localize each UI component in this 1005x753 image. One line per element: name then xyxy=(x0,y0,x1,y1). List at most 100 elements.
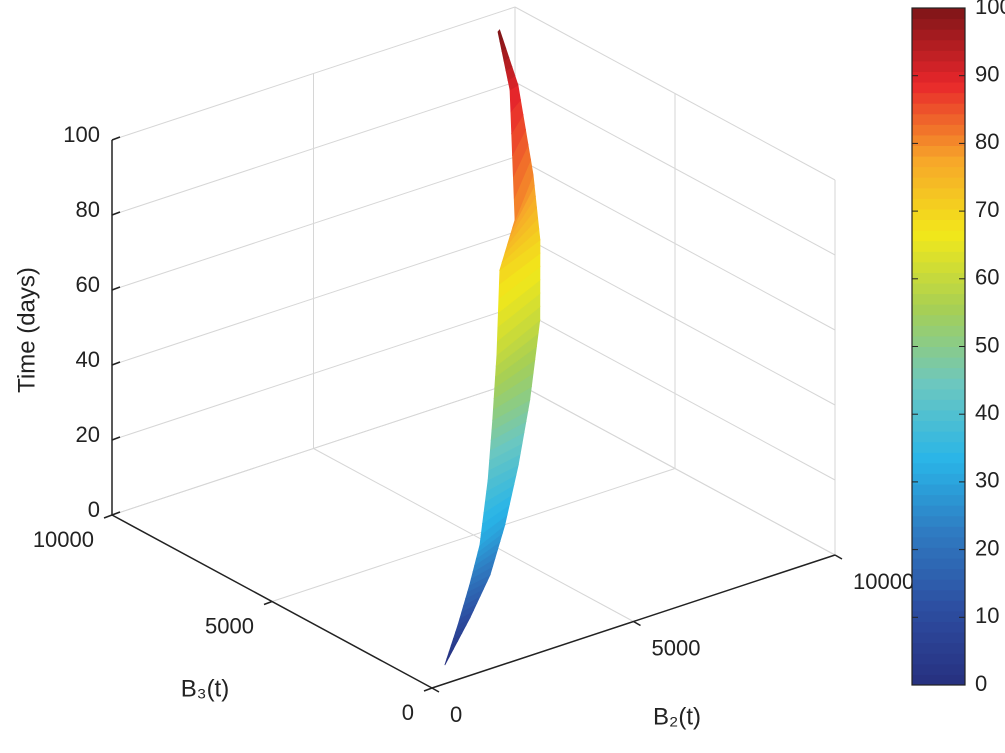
z-tick xyxy=(111,136,121,141)
colorbar-band xyxy=(912,388,965,400)
colorbar-tick-label: 50 xyxy=(975,332,999,357)
colorbar-band xyxy=(912,198,965,210)
surface xyxy=(444,29,541,666)
colorbar-band xyxy=(912,156,965,168)
colorbar-band xyxy=(912,653,965,665)
colorbar-band xyxy=(912,515,965,527)
colorbar-band xyxy=(912,547,965,559)
colorbar-band xyxy=(912,208,965,221)
y-tick-label: 10000 xyxy=(33,527,94,552)
colorbar-band xyxy=(912,484,965,496)
x-tick-label: 0 xyxy=(450,702,462,727)
colorbar-band xyxy=(912,230,965,242)
grid-line xyxy=(271,468,676,602)
colorbar-band xyxy=(912,145,965,157)
z-tick-label: 60 xyxy=(76,272,100,297)
colorbar-band xyxy=(912,325,965,337)
x-tick xyxy=(633,620,641,627)
z-tick-label: 100 xyxy=(63,122,100,147)
colorbar-band xyxy=(912,632,965,644)
colorbar-band xyxy=(912,293,965,305)
colorbar-band xyxy=(912,50,965,62)
surface-patch xyxy=(497,29,504,43)
colorbar-band xyxy=(912,261,965,273)
colorbar-band xyxy=(912,18,965,30)
colorbar-band xyxy=(912,357,965,369)
colorbar-band xyxy=(912,674,965,686)
colorbar-band xyxy=(912,536,965,548)
colorbar-band xyxy=(912,452,965,464)
axes: 0 20 40 60 80 100 0 5000 10000 0 5000 10000 xyxy=(33,122,914,727)
colorbar-band xyxy=(912,177,965,189)
colorbar-band xyxy=(912,8,965,20)
colorbar-band xyxy=(912,409,965,422)
colorbar-band xyxy=(912,473,965,485)
z-tick-label: 80 xyxy=(76,197,100,222)
x-tick-label: 5000 xyxy=(652,635,701,660)
colorbar-band xyxy=(912,589,965,601)
colorbar-band xyxy=(912,283,965,295)
colorbar-band xyxy=(912,642,965,654)
z-tick xyxy=(111,211,121,216)
grid-line xyxy=(111,381,516,516)
z-tick xyxy=(111,361,121,366)
colorbar-band xyxy=(912,60,965,72)
colorbar-tick-label: 100 xyxy=(975,0,1005,19)
colorbar-tick-label: 0 xyxy=(975,671,987,696)
colorbar-band xyxy=(912,579,965,591)
colorbar-band xyxy=(912,29,965,41)
z-tick xyxy=(111,511,121,516)
colorbar-band xyxy=(912,134,965,147)
colorbar-band xyxy=(912,431,965,443)
colorbar-tick-label: 70 xyxy=(975,197,999,222)
colorbar-band xyxy=(912,610,965,623)
colorbar-band xyxy=(912,462,965,474)
colorbar-band xyxy=(912,526,965,538)
z-axis-title: Time (days) xyxy=(13,267,40,393)
colorbar-band xyxy=(912,494,965,506)
colorbar-tick-label: 90 xyxy=(975,62,999,87)
colorbar-band xyxy=(912,621,965,633)
colorbar-band xyxy=(912,251,965,263)
z-tick-label: 40 xyxy=(76,347,100,372)
colorbar-tick-label: 40 xyxy=(975,400,999,425)
z-tick xyxy=(111,436,121,441)
colorbar-band xyxy=(912,346,965,358)
colorbar-band xyxy=(912,399,965,411)
x-tick xyxy=(431,687,440,693)
colorbar-band xyxy=(912,92,965,104)
colorbar-band xyxy=(912,187,965,199)
colorbar-band xyxy=(912,441,965,453)
colorbar-band xyxy=(912,335,965,347)
y-tick-label: 5000 xyxy=(205,613,254,638)
colorbar-band xyxy=(912,663,965,675)
colorbar-band xyxy=(912,124,965,136)
colorbar-band xyxy=(912,113,965,125)
y-tick xyxy=(103,514,113,519)
colorbar-band xyxy=(912,272,965,284)
z-tick xyxy=(111,286,121,291)
colorbar-tick-label: 60 xyxy=(975,265,999,290)
colorbar-band xyxy=(912,103,965,115)
colorbar-band xyxy=(912,166,965,178)
z-tick-label: 20 xyxy=(76,422,100,447)
x-tick xyxy=(834,554,843,560)
colorbar-band xyxy=(912,304,965,316)
y-tick-label: 0 xyxy=(402,700,414,725)
colorbar-band xyxy=(912,505,965,517)
colorbar: 0 10 20 30 40 50 60 70 80 90 100 xyxy=(911,0,1005,696)
colorbar-band xyxy=(912,219,965,231)
colorbar-band xyxy=(912,82,965,94)
colorbar-tick-label: 20 xyxy=(975,535,999,560)
x-tick-label: 10000 xyxy=(853,569,914,594)
y-axis-title: B₃(t) xyxy=(181,675,229,702)
colorbar-tick-label: 10 xyxy=(975,603,999,628)
colorbar-band xyxy=(912,420,965,432)
colorbar-tick-label: 30 xyxy=(975,468,999,493)
y-tick xyxy=(263,600,273,606)
colorbar-tick-label: 80 xyxy=(975,129,999,154)
colorbar-band xyxy=(912,600,965,612)
colorbar-band xyxy=(912,558,965,570)
colorbar-band xyxy=(912,71,965,83)
